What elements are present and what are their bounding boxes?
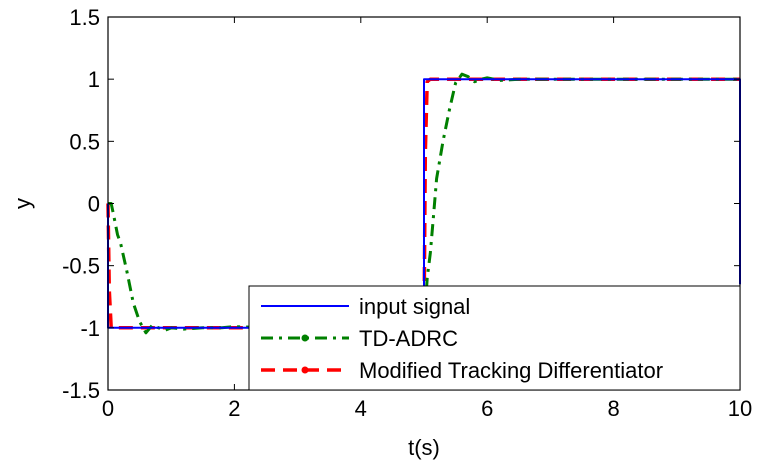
x-tick-label: 0	[102, 396, 114, 421]
y-tick-label: 0.5	[69, 129, 100, 154]
legend-label: TD-ADRC	[359, 326, 458, 351]
y-tick-label: -1	[80, 316, 100, 341]
y-axis-label: y	[10, 198, 35, 209]
x-tick-label: 4	[355, 396, 367, 421]
y-tick-label: 1	[88, 67, 100, 92]
y-tick-label: -1.5	[62, 378, 100, 403]
y-tick-label: 1.5	[69, 5, 100, 30]
x-axis-label: t(s)	[408, 435, 440, 460]
legend-box	[248, 285, 741, 391]
legend-label: Modified Tracking Differentiator	[359, 358, 663, 383]
ticks-layer: 0 2 4 6 8 10 -1.5 -1 -0.5 0 0.5 1 1.5	[62, 5, 752, 421]
legend-label: input signal	[359, 294, 470, 319]
y-tick-label: 0	[88, 192, 100, 217]
legend: input signal TD-ADRC Modified Tracking Dif…	[248, 285, 741, 391]
y-tick-label: -0.5	[62, 254, 100, 279]
x-tick-label: 2	[228, 396, 240, 421]
legend-marker	[301, 366, 309, 374]
x-tick-label: 10	[728, 396, 752, 421]
x-tick-label: 6	[481, 396, 493, 421]
legend-marker	[301, 334, 309, 342]
x-tick-label: 8	[607, 396, 619, 421]
